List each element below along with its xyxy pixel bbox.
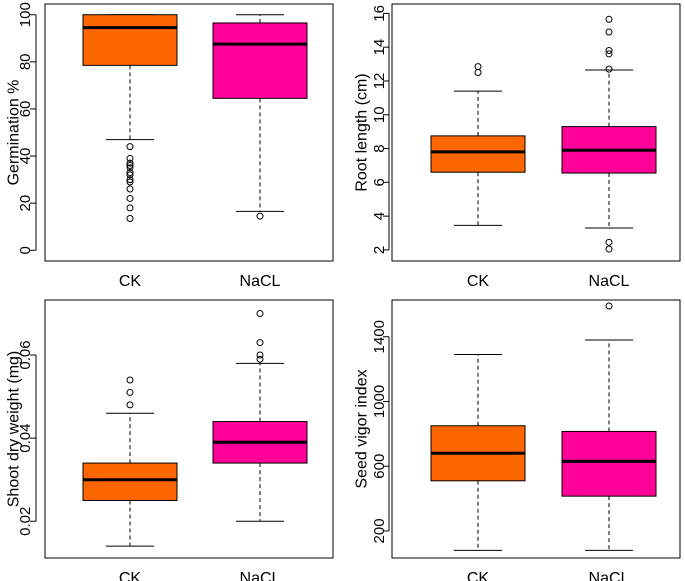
y-tick-label: 80: [17, 53, 34, 70]
outlier-point: [605, 238, 613, 246]
y-tick-label: 4: [371, 212, 388, 220]
y-axis-label: Seed vigor index: [354, 369, 371, 488]
plot-frame: [391, 299, 681, 559]
outlier-point: [126, 194, 134, 202]
y-tick-label: 200: [371, 518, 388, 543]
outlier-point: [474, 69, 482, 77]
outlier-point: [256, 212, 264, 220]
outlier-point: [126, 214, 134, 222]
x-category-label: NaCL: [589, 273, 630, 290]
outlier-point: [605, 302, 613, 310]
x-category-label: CK: [467, 570, 490, 581]
y-tick-label: 0.06: [17, 340, 34, 369]
outlier-point: [126, 154, 134, 162]
box-nacl: [561, 430, 657, 497]
y-tick-label: 2: [371, 246, 388, 254]
y-axis-label: Root length (cm): [354, 73, 371, 191]
outlier-point: [126, 143, 134, 151]
y-tick-label: 0: [17, 246, 34, 254]
outlier-point: [126, 388, 134, 396]
outlier-point: [126, 176, 134, 184]
y-tick-label: 600: [371, 454, 388, 479]
y-axis-label: Germination %: [6, 80, 23, 186]
y-tick-label: 6: [371, 178, 388, 186]
x-category-label: CK: [119, 273, 142, 290]
y-tick-label: 0.04: [17, 424, 34, 453]
y-tick-label: 10: [371, 106, 388, 123]
box-ck: [82, 14, 178, 66]
outlier-point: [126, 161, 134, 169]
outlier-point: [126, 401, 134, 409]
y-tick-label: 60: [17, 101, 34, 118]
outlier-point: [126, 185, 134, 193]
x-category-label: NaCL: [240, 273, 281, 290]
outlier-point: [474, 63, 482, 71]
x-category-label: CK: [119, 570, 142, 581]
outlier-point: [126, 204, 134, 212]
outlier-point: [126, 376, 134, 384]
y-tick-label: 100: [17, 2, 34, 27]
y-tick-label: 20: [17, 195, 34, 212]
plot-frame: [44, 299, 334, 559]
plot-frame: [391, 3, 681, 262]
box-nacl: [212, 22, 308, 99]
outlier-point: [126, 171, 134, 179]
plot-frame: [44, 3, 334, 262]
outlier-point: [256, 355, 264, 363]
outlier-point: [605, 47, 613, 55]
y-tick-label: 8: [371, 144, 388, 152]
box-ck: [430, 135, 526, 173]
y-tick-label: 1000: [371, 385, 388, 418]
outlier-point: [605, 15, 613, 23]
y-tick-label: 1400: [371, 320, 388, 353]
outlier-point: [605, 28, 613, 36]
outlier-point: [605, 245, 613, 253]
outlier-point: [126, 164, 134, 172]
panel-germination: 0 20 40 60 80 100 Germination % CK NaCL: [6, 2, 334, 290]
y-tick-label: 40: [17, 148, 34, 165]
outlier-point: [256, 351, 264, 359]
x-category-label: CK: [467, 273, 490, 290]
box-ck: [82, 462, 178, 501]
outlier-point: [126, 178, 134, 186]
outlier-point: [126, 169, 134, 177]
outlier-point: [256, 339, 264, 347]
panel-root-length: 2 4 6 8 10 12 14 16 Root length (cm) CK NaCL: [354, 3, 681, 290]
x-category-label: NaCL: [589, 570, 630, 581]
outlier-point: [605, 50, 613, 58]
x-category-label: NaCL: [240, 570, 281, 581]
outlier-point: [605, 65, 613, 73]
y-axis-label: Shoot dry weight (mg): [6, 351, 23, 508]
y-tick-label: 0.02: [17, 507, 34, 536]
y-tick-label: 12: [371, 73, 388, 90]
y-tick-label: 14: [371, 39, 388, 56]
outlier-point: [126, 159, 134, 167]
outlier-point: [256, 309, 264, 317]
y-tick-label: 16: [371, 5, 388, 22]
